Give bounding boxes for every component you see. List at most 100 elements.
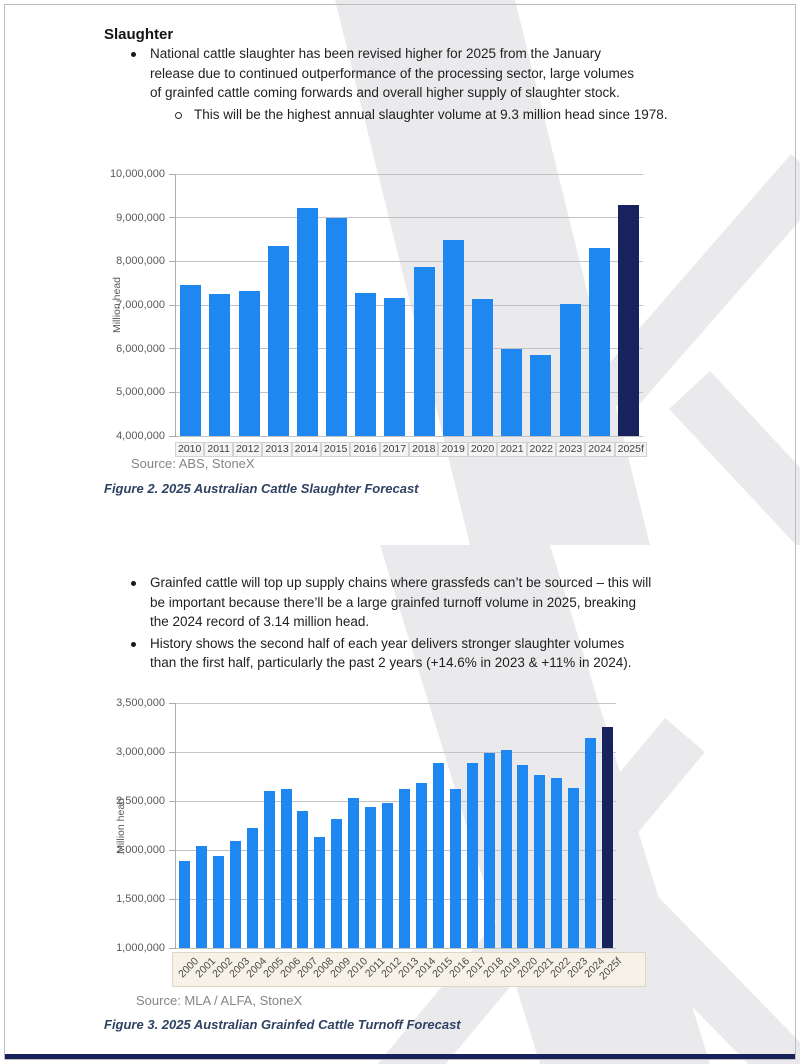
x-label-2021: 2021 bbox=[497, 442, 527, 457]
bar-2003 bbox=[229, 841, 241, 948]
bar-2006 bbox=[280, 789, 292, 948]
bar-2019 bbox=[500, 750, 512, 948]
gridline bbox=[176, 751, 616, 753]
gridline bbox=[176, 348, 643, 350]
list-item: National cattle slaughter has been revis… bbox=[128, 44, 648, 103]
x-label-2019: 2019 bbox=[438, 442, 468, 457]
sub-bullet-marker bbox=[175, 111, 182, 119]
bullet-marker bbox=[131, 581, 136, 586]
axis-tick bbox=[169, 304, 176, 306]
axis-tick bbox=[169, 898, 176, 900]
bullet-list-grainfed: Grainfed cattle will top up supply chain… bbox=[128, 573, 651, 675]
axis-tick bbox=[169, 391, 176, 393]
x-label-2022: 2022 bbox=[526, 442, 556, 457]
x-label-2024: 2024 bbox=[585, 442, 615, 457]
figure3-plot-area bbox=[169, 702, 616, 949]
axis-tick bbox=[169, 173, 176, 175]
y-tick-label: 3,500,000 bbox=[116, 697, 165, 709]
y-tick-label: 7,000,000 bbox=[116, 299, 165, 311]
bar-2022 bbox=[551, 777, 563, 948]
x-label-2012: 2012 bbox=[232, 442, 263, 457]
x-label-slot: 2019 bbox=[438, 439, 468, 457]
axis-tick bbox=[169, 849, 176, 851]
bar-2015 bbox=[432, 762, 444, 948]
bar-2010 bbox=[180, 285, 202, 436]
bar-2018 bbox=[413, 267, 435, 436]
x-label-2023: 2023 bbox=[555, 442, 586, 457]
y-tick-label: 8,000,000 bbox=[116, 255, 165, 268]
x-axis-band: 2000 2001 2002 2003 2004 2005 2006 2007 2008 2009… bbox=[172, 952, 646, 987]
bar-2015 bbox=[326, 217, 347, 436]
gridline bbox=[176, 702, 616, 704]
x-label-slot: 2013 bbox=[262, 439, 292, 457]
bullet-text: History shows the second half of each ye… bbox=[150, 635, 632, 671]
bar-2025f bbox=[617, 204, 639, 436]
bar-2018 bbox=[483, 753, 495, 948]
bar-2017 bbox=[384, 298, 406, 436]
axis-tick bbox=[169, 751, 176, 753]
bar-2023 bbox=[559, 304, 581, 436]
x-label-2017: 2017 bbox=[379, 442, 410, 457]
bar-2008 bbox=[314, 837, 326, 948]
bullet-marker bbox=[131, 52, 136, 57]
x-label-2018: 2018 bbox=[409, 442, 439, 457]
x-label-slot: 2010 bbox=[175, 439, 205, 457]
bullet-text: This will be the highest annual slaughte… bbox=[194, 106, 668, 122]
x-label-2011: 2011 bbox=[204, 442, 233, 457]
bullet-list-slaughter: National cattle slaughter has been revis… bbox=[128, 44, 668, 126]
bar-2019 bbox=[442, 240, 464, 436]
figure3-caption: Figure 3. 2025 Australian Grainfed Cattl… bbox=[104, 1017, 461, 1032]
figure2-caption: Figure 2. 2025 Australian Cattle Slaught… bbox=[104, 481, 419, 496]
list-item: Grainfed cattle will top up supply chain… bbox=[128, 573, 651, 632]
bullet-marker bbox=[131, 641, 136, 647]
x-label-slot: 2018 bbox=[409, 439, 439, 457]
bar-2000 bbox=[179, 860, 190, 948]
bar-2014 bbox=[415, 783, 427, 948]
figure3-source: Source: MLA / ALFA, StoneX bbox=[136, 993, 303, 1008]
bar-2017 bbox=[466, 762, 478, 948]
bar-2011 bbox=[365, 806, 377, 948]
bar-2020 bbox=[472, 299, 493, 436]
y-tick-label: 6,000,000 bbox=[116, 342, 165, 355]
x-axis-labels: 2010 2011 2012 2013 2014 2015 2016 2017 2018 2019… bbox=[175, 439, 647, 457]
y-tick-label: 2,500,000 bbox=[116, 795, 165, 807]
x-label-slot: 2015 bbox=[321, 439, 351, 457]
figure2-source: Source: ABS, StoneX bbox=[131, 456, 255, 471]
x-label-slot: 2022 bbox=[526, 439, 556, 457]
gridline bbox=[176, 849, 616, 851]
x-label-2015: 2015 bbox=[321, 442, 351, 457]
axis-tick bbox=[169, 348, 176, 350]
bar-2025f bbox=[602, 726, 613, 948]
y-tick-label: 10,000,000 bbox=[109, 168, 165, 180]
bar-2024 bbox=[585, 738, 597, 948]
x-label-slot: 2020 bbox=[467, 439, 498, 457]
x-label-2010: 2010 bbox=[175, 442, 205, 457]
figure3-chart: 3,500,000 3,000,000 2,500,000 2,000,000 1,50… bbox=[104, 694, 684, 1004]
axis-tick bbox=[169, 260, 176, 262]
bar-2005 bbox=[263, 791, 275, 948]
x-label-2014: 2014 bbox=[291, 442, 322, 457]
gridline bbox=[176, 173, 643, 175]
bar-2021 bbox=[534, 774, 546, 948]
gridline bbox=[176, 304, 643, 306]
bar-2009 bbox=[331, 818, 343, 948]
bar-2012 bbox=[238, 290, 260, 436]
gridline bbox=[176, 898, 616, 900]
x-label-slot: 2024 bbox=[585, 439, 615, 457]
x-label-slot: 2014 bbox=[291, 439, 322, 457]
bullet-text: Grainfed cattle will top up supply chain… bbox=[150, 575, 652, 629]
y-axis-title: Million head bbox=[115, 797, 127, 854]
bar-2013 bbox=[399, 789, 410, 948]
bar-2011 bbox=[209, 294, 231, 436]
gridline bbox=[176, 435, 643, 437]
axis-tick bbox=[169, 435, 176, 437]
bar-2016 bbox=[449, 789, 461, 948]
bar-2022 bbox=[530, 355, 552, 436]
x-label-2020: 2020 bbox=[467, 442, 498, 457]
axis-tick bbox=[169, 217, 176, 219]
y-tick-label: 9,000,000 bbox=[116, 211, 165, 224]
bar-2012 bbox=[382, 803, 393, 948]
gridline bbox=[176, 260, 643, 262]
axis-tick bbox=[169, 800, 176, 802]
